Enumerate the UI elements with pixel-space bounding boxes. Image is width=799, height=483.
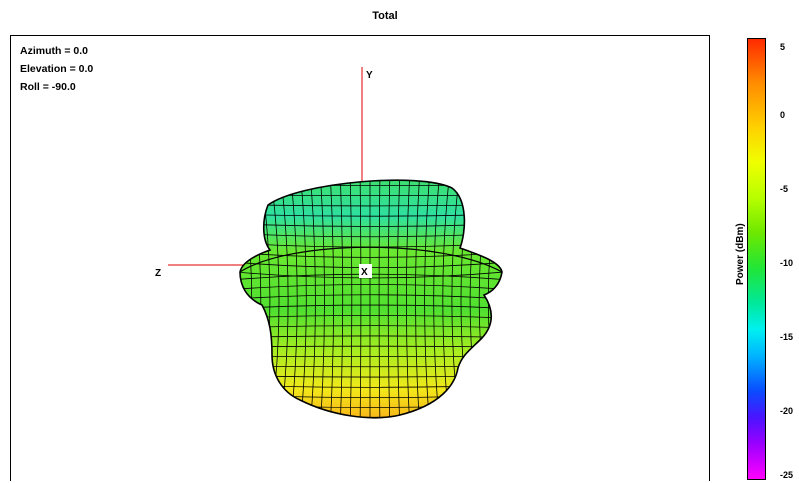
plot-frame [10, 35, 710, 481]
mesh-meridian [359, 180, 362, 418]
colorbar-tick-minus5: -5 [780, 184, 789, 194]
mesh-meridian [406, 180, 411, 418]
colorbar-tick-0: 0 [780, 110, 786, 120]
mesh-meridian [415, 180, 421, 418]
mesh-meridian [396, 180, 401, 418]
pattern-surface [240, 180, 502, 418]
equator-ridge [239, 246, 503, 273]
z-axis-label: Z [155, 268, 161, 279]
mesh-parallel [240, 294, 502, 300]
mesh-meridian [349, 180, 353, 418]
colorbar-tick-minus15: -15 [780, 332, 794, 342]
chart-title: Total [372, 10, 398, 22]
colorbar [747, 38, 766, 480]
colorbar-tick-minus10: -10 [780, 258, 794, 268]
mesh-meridian [319, 180, 325, 418]
mesh-meridian [339, 180, 344, 418]
colorbar-tick-minus20: -20 [780, 406, 794, 416]
azimuth-readout: Azimuth = 0.0 [20, 45, 88, 57]
elevation-readout: Elevation = 0.0 [20, 63, 94, 75]
colorbar-tick-minus25: -25 [780, 470, 794, 480]
mesh-meridian [487, 180, 501, 418]
mesh-parallel [225, 175, 515, 176]
y-axis-label: Y [366, 70, 373, 81]
roll-readout: Roll = -90.0 [20, 81, 76, 93]
mesh-meridian [240, 180, 253, 418]
x-axis-label: X [361, 267, 368, 278]
mesh-parallel [240, 284, 502, 291]
colorbar-label: Power (dBm) [735, 223, 746, 285]
colorbar-tick-5: 5 [780, 42, 786, 52]
mesh-meridian [329, 180, 334, 418]
surface-outline [239, 179, 503, 419]
x-axis-label-bg [359, 264, 372, 278]
mesh-meridian [378, 180, 381, 418]
mesh-meridian [387, 180, 391, 418]
